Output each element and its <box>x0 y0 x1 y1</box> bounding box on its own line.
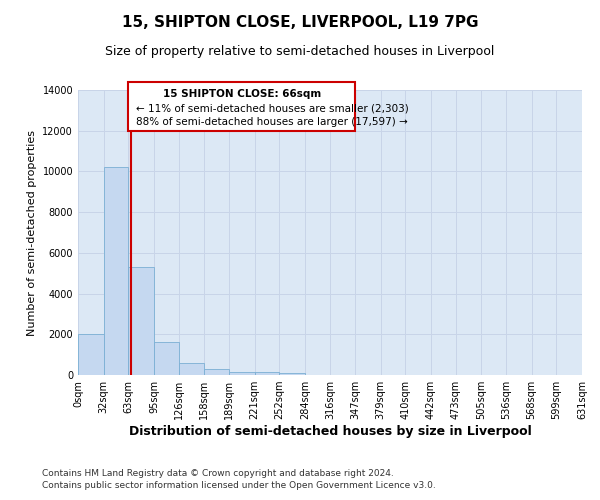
Text: Contains HM Land Registry data © Crown copyright and database right 2024.: Contains HM Land Registry data © Crown c… <box>42 468 394 477</box>
Bar <box>104 168 128 375</box>
Bar <box>279 373 305 375</box>
Text: ← 11% of semi-detached houses are smaller (2,303): ← 11% of semi-detached houses are smalle… <box>136 103 409 113</box>
FancyBboxPatch shape <box>128 82 355 130</box>
Bar <box>179 363 204 375</box>
Bar <box>254 372 279 375</box>
X-axis label: Distribution of semi-detached houses by size in Liverpool: Distribution of semi-detached houses by … <box>128 425 532 438</box>
Text: 88% of semi-detached houses are larger (17,597) →: 88% of semi-detached houses are larger (… <box>136 118 408 128</box>
Bar <box>128 267 154 375</box>
Bar <box>204 370 229 375</box>
Text: 15, SHIPTON CLOSE, LIVERPOOL, L19 7PG: 15, SHIPTON CLOSE, LIVERPOOL, L19 7PG <box>122 15 478 30</box>
Y-axis label: Number of semi-detached properties: Number of semi-detached properties <box>27 130 37 336</box>
Text: Contains public sector information licensed under the Open Government Licence v3: Contains public sector information licen… <box>42 481 436 490</box>
Text: Size of property relative to semi-detached houses in Liverpool: Size of property relative to semi-detach… <box>106 45 494 58</box>
Bar <box>78 334 104 375</box>
Bar <box>229 372 254 375</box>
Text: 15 SHIPTON CLOSE: 66sqm: 15 SHIPTON CLOSE: 66sqm <box>163 89 321 99</box>
Bar <box>154 342 179 375</box>
